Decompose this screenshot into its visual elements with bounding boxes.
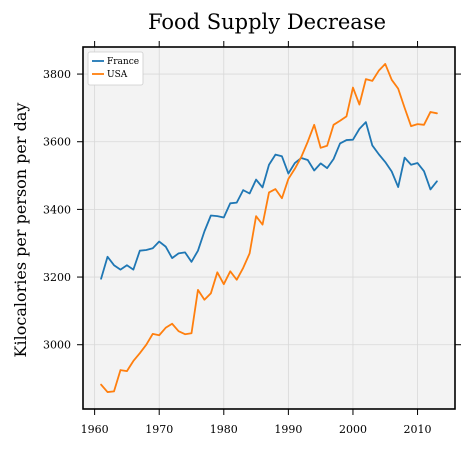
legend-label-usa: USA — [107, 70, 128, 80]
chart-title: Food Supply Decrease — [148, 10, 386, 34]
legend: France USA — [87, 51, 144, 86]
y-tick-label: 3400 — [43, 203, 71, 216]
legend-label-france: France — [107, 57, 139, 67]
x-tick-label: 1970 — [145, 423, 173, 436]
series-line-usa — [100, 63, 438, 393]
grid — [83, 47, 455, 409]
series-layer — [100, 63, 438, 393]
x-tick-label: 2010 — [404, 423, 432, 436]
x-tick-label: 1960 — [81, 423, 109, 436]
y-tick-label: 3200 — [43, 271, 71, 284]
axes: 1960 1970 1980 1990 2000 2010 3000 3200 3400 3600… — [43, 41, 461, 436]
x-tick-label: 1990 — [274, 423, 302, 436]
y-tick-label: 3000 — [43, 339, 71, 352]
x-tick-label: 1980 — [210, 423, 238, 436]
plot-background — [83, 47, 455, 409]
y-tick-label: 3800 — [43, 68, 71, 81]
y-axis-label: Kilocalories per person per day — [11, 103, 30, 358]
y-tick-label: 3600 — [43, 136, 71, 149]
plot-frame — [82, 46, 456, 410]
series-line-france — [100, 121, 438, 280]
x-tick-label: 2000 — [339, 423, 367, 436]
